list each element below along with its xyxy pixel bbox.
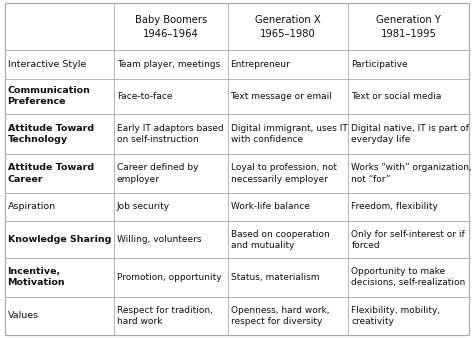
Text: Attitude Toward
Technology: Attitude Toward Technology [8,124,94,144]
Text: Incentive,
Motivation: Incentive, Motivation [8,267,65,288]
Text: Job security: Job security [117,202,170,212]
Text: Only for self-interest or if
forced: Only for self-interest or if forced [351,230,465,250]
Text: Entrepreneur: Entrepreneur [230,60,291,69]
Text: Work-life balance: Work-life balance [230,202,310,212]
Text: Willing, volunteers: Willing, volunteers [117,235,201,244]
Text: Digital immigrant, uses IT
with confidence: Digital immigrant, uses IT with confiden… [230,124,347,144]
Text: Values: Values [8,311,39,320]
Text: Respect for tradition,
hard work: Respect for tradition, hard work [117,306,213,325]
Text: Baby Boomers
1946–1964: Baby Boomers 1946–1964 [135,15,207,39]
Text: Works “with” organization,
not “for”: Works “with” organization, not “for” [351,164,472,184]
Text: Generation Y
1981–1995: Generation Y 1981–1995 [376,15,441,39]
Text: Attitude Toward
Career: Attitude Toward Career [8,164,94,184]
Text: Based on cooperation
and mutuality: Based on cooperation and mutuality [230,230,329,250]
Text: Freedom, flexibility: Freedom, flexibility [351,202,438,212]
Text: Knowledge Sharing: Knowledge Sharing [8,235,111,244]
Text: Status, materialism: Status, materialism [230,273,319,282]
Text: Loyal to profession, not
necessarily employer: Loyal to profession, not necessarily emp… [230,164,337,184]
Text: Flexibility, mobility,
creativity: Flexibility, mobility, creativity [351,306,440,325]
Text: Openness, hard work,
respect for diversity: Openness, hard work, respect for diversi… [230,306,329,325]
Text: Participative: Participative [351,60,408,69]
Text: Communication
Preference: Communication Preference [8,86,91,106]
Text: Digital native, IT is part of
everyday life: Digital native, IT is part of everyday l… [351,124,469,144]
Text: Face-to-face: Face-to-face [117,92,172,101]
Text: Team player, meetings: Team player, meetings [117,60,220,69]
Text: Interactive Style: Interactive Style [8,60,86,69]
Text: Text message or email: Text message or email [230,92,332,101]
Text: Promotion, opportunity: Promotion, opportunity [117,273,221,282]
Text: Generation X
1965–1980: Generation X 1965–1980 [255,15,321,39]
Text: Text or social media: Text or social media [351,92,442,101]
Text: Career defined by
employer: Career defined by employer [117,164,198,184]
Text: Opportunity to make
decisions, self-realization: Opportunity to make decisions, self-real… [351,267,465,288]
Text: Early IT adaptors based
on self-instruction: Early IT adaptors based on self-instruct… [117,124,224,144]
Text: Aspiration: Aspiration [8,202,56,212]
